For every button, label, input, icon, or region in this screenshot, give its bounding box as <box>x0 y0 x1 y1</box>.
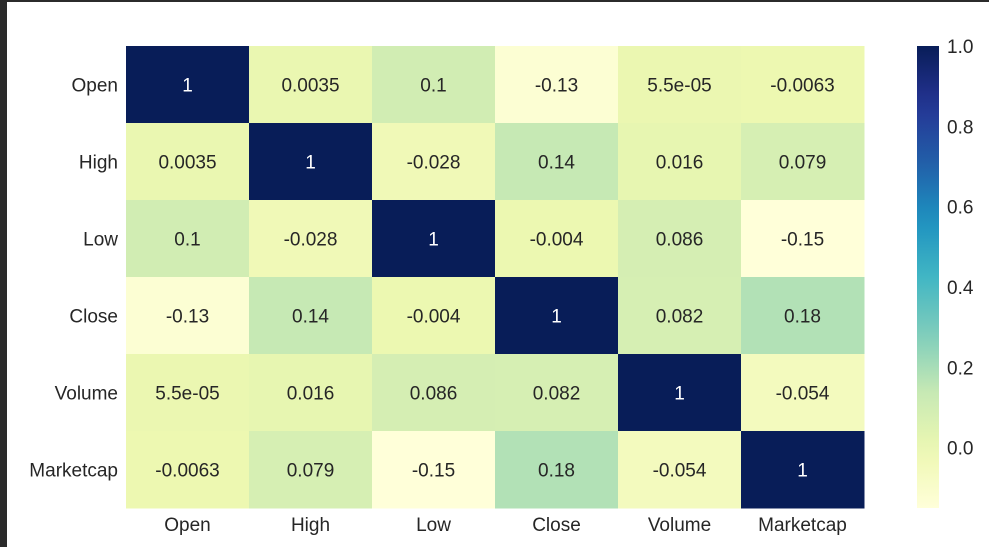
heatmap-cell <box>741 123 865 201</box>
heatmap-cell <box>372 200 496 278</box>
cell-annotation: -0.13 <box>535 76 578 97</box>
heatmap-cell <box>741 431 865 509</box>
heatmap-cell <box>372 431 496 509</box>
cell-annotation: 5.5e-05 <box>647 76 711 97</box>
cell-annotation: -0.054 <box>776 384 830 405</box>
cell-annotation: -0.054 <box>653 461 707 482</box>
cell-annotation: -0.15 <box>781 230 824 251</box>
heatmap-cell <box>249 123 373 201</box>
colorbar <box>917 46 939 508</box>
heatmap-cell <box>741 354 865 432</box>
heatmap-cell <box>495 354 619 432</box>
colorbar-tick-label: 0.6 <box>947 198 973 219</box>
heatmap-cell <box>372 123 496 201</box>
heatmap-cell <box>618 354 742 432</box>
column-tick-label: Marketcap <box>758 515 847 536</box>
heatmap-cells: 1 0.0035 0.1 -0.13 5.5e-05 -0.0063 0.0035 1 -0.0… <box>126 46 865 509</box>
heatmap-cell <box>741 277 865 355</box>
heatmap-cell <box>495 123 619 201</box>
column-tick-label: Low <box>416 515 451 536</box>
heatmap-cell <box>249 200 373 278</box>
heatmap-cell <box>126 354 250 432</box>
cell-annotation: -0.028 <box>284 230 338 251</box>
heatmap-cell <box>495 46 619 124</box>
colorbar-tick-label: 0.0 <box>947 439 973 460</box>
cell-annotation: 1 <box>428 230 439 251</box>
cell-annotation: -0.13 <box>166 307 209 328</box>
heatmap-cell <box>126 46 250 124</box>
cell-annotation: 0.079 <box>287 461 335 482</box>
heatmap-cell <box>618 431 742 509</box>
colorbar-tick-label: 0.4 <box>947 278 974 299</box>
heatmap-cell <box>249 46 373 124</box>
heatmap-cell <box>126 277 250 355</box>
heatmap-cell <box>495 277 619 355</box>
cell-annotation: 0.14 <box>538 153 575 174</box>
heatmap-cell <box>126 431 250 509</box>
cell-annotation: 0.016 <box>287 384 335 405</box>
row-tick-label: Close <box>69 307 118 328</box>
heatmap-cell <box>495 431 619 509</box>
heatmap-cell <box>249 354 373 432</box>
heatmap-cell <box>126 200 250 278</box>
cell-annotation: 0.082 <box>656 307 704 328</box>
cell-annotation: 0.086 <box>656 230 704 251</box>
heatmap-cell <box>372 354 496 432</box>
cell-annotation: 0.1 <box>420 76 446 97</box>
row-tick-label: Marketcap <box>29 461 118 482</box>
cell-annotation: -0.004 <box>530 230 584 251</box>
heatmap-cell <box>495 200 619 278</box>
row-tick-label: Low <box>83 230 118 251</box>
column-tick-label: Volume <box>648 515 711 536</box>
cell-annotation: 1 <box>551 307 562 328</box>
row-tick-label: Volume <box>55 384 118 405</box>
cell-annotation: 0.079 <box>779 153 827 174</box>
heatmap-cell <box>741 200 865 278</box>
heatmap-cell <box>618 200 742 278</box>
cell-annotation: 0.086 <box>410 384 458 405</box>
cell-annotation: 1 <box>797 461 808 482</box>
cell-annotation: -0.004 <box>407 307 461 328</box>
cell-annotation: 0.1 <box>174 230 200 251</box>
heatmap-cell <box>372 46 496 124</box>
cell-annotation: 0.016 <box>656 153 704 174</box>
heatmap-cell <box>618 277 742 355</box>
heatmap-cell <box>372 277 496 355</box>
cell-annotation: -0.15 <box>412 461 455 482</box>
cell-annotation: 1 <box>305 153 316 174</box>
column-tick-labels: Open High Low Close Volume Marketcap <box>164 515 847 536</box>
cell-annotation: 1 <box>182 76 193 97</box>
heatmap-cell <box>618 46 742 124</box>
column-tick-label: Close <box>532 515 581 536</box>
colorbar-tick-label: 0.2 <box>947 358 973 379</box>
row-tick-label: High <box>79 153 118 174</box>
cell-annotation: 0.0035 <box>281 76 339 97</box>
cell-annotation: 0.18 <box>538 461 575 482</box>
colorbar-tick-label: 1.0 <box>947 37 973 58</box>
row-tick-labels: Open High Low Close Volume Marketcap <box>29 76 118 482</box>
cell-annotation: 0.082 <box>533 384 581 405</box>
heatmap-cell <box>126 123 250 201</box>
cell-annotation: -0.0063 <box>155 461 219 482</box>
cell-annotation: 0.0035 <box>158 153 216 174</box>
cell-annotation: 5.5e-05 <box>155 384 219 405</box>
heatmap-cell <box>249 431 373 509</box>
heatmap-cell <box>249 277 373 355</box>
cell-annotation: -0.028 <box>407 153 461 174</box>
column-tick-label: Open <box>164 515 210 536</box>
cell-annotation: 0.18 <box>784 307 821 328</box>
heatmap-cell <box>618 123 742 201</box>
colorbar-tick-labels: 0.0 0.2 0.4 0.6 0.8 1.0 <box>947 37 974 460</box>
heatmap-cell <box>741 46 865 124</box>
cell-annotation: 1 <box>674 384 685 405</box>
cell-annotation: -0.0063 <box>770 76 834 97</box>
colorbar-tick-label: 0.8 <box>947 117 973 138</box>
cell-annotation: 0.14 <box>292 307 329 328</box>
column-tick-label: High <box>291 515 330 536</box>
row-tick-label: Open <box>72 76 118 97</box>
